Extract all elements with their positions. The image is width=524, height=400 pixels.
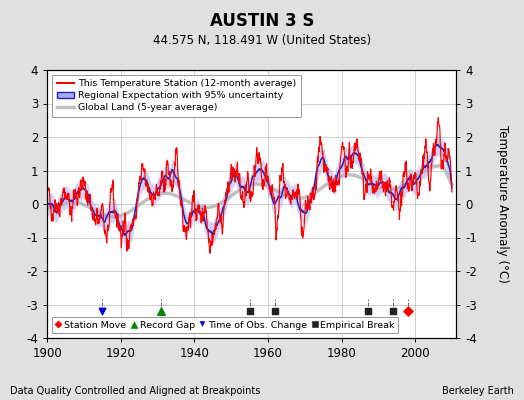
Point [404,308,412,314]
Point [98,308,106,314]
Text: Data Quality Controlled and Aligned at Breakpoints: Data Quality Controlled and Aligned at B… [10,386,261,396]
Y-axis label: Temperature Anomaly (°C): Temperature Anomaly (°C) [496,125,509,283]
Point [389,308,398,314]
Point [271,308,280,314]
Point [245,308,254,314]
Legend: Station Move, Record Gap, Time of Obs. Change, Empirical Break: Station Move, Record Gap, Time of Obs. C… [52,317,398,333]
Text: AUSTIN 3 S: AUSTIN 3 S [210,12,314,30]
Text: 44.575 N, 118.491 W (United States): 44.575 N, 118.491 W (United States) [153,34,371,47]
Point [157,308,166,314]
Text: Berkeley Earth: Berkeley Earth [442,386,514,396]
Point [363,308,372,314]
